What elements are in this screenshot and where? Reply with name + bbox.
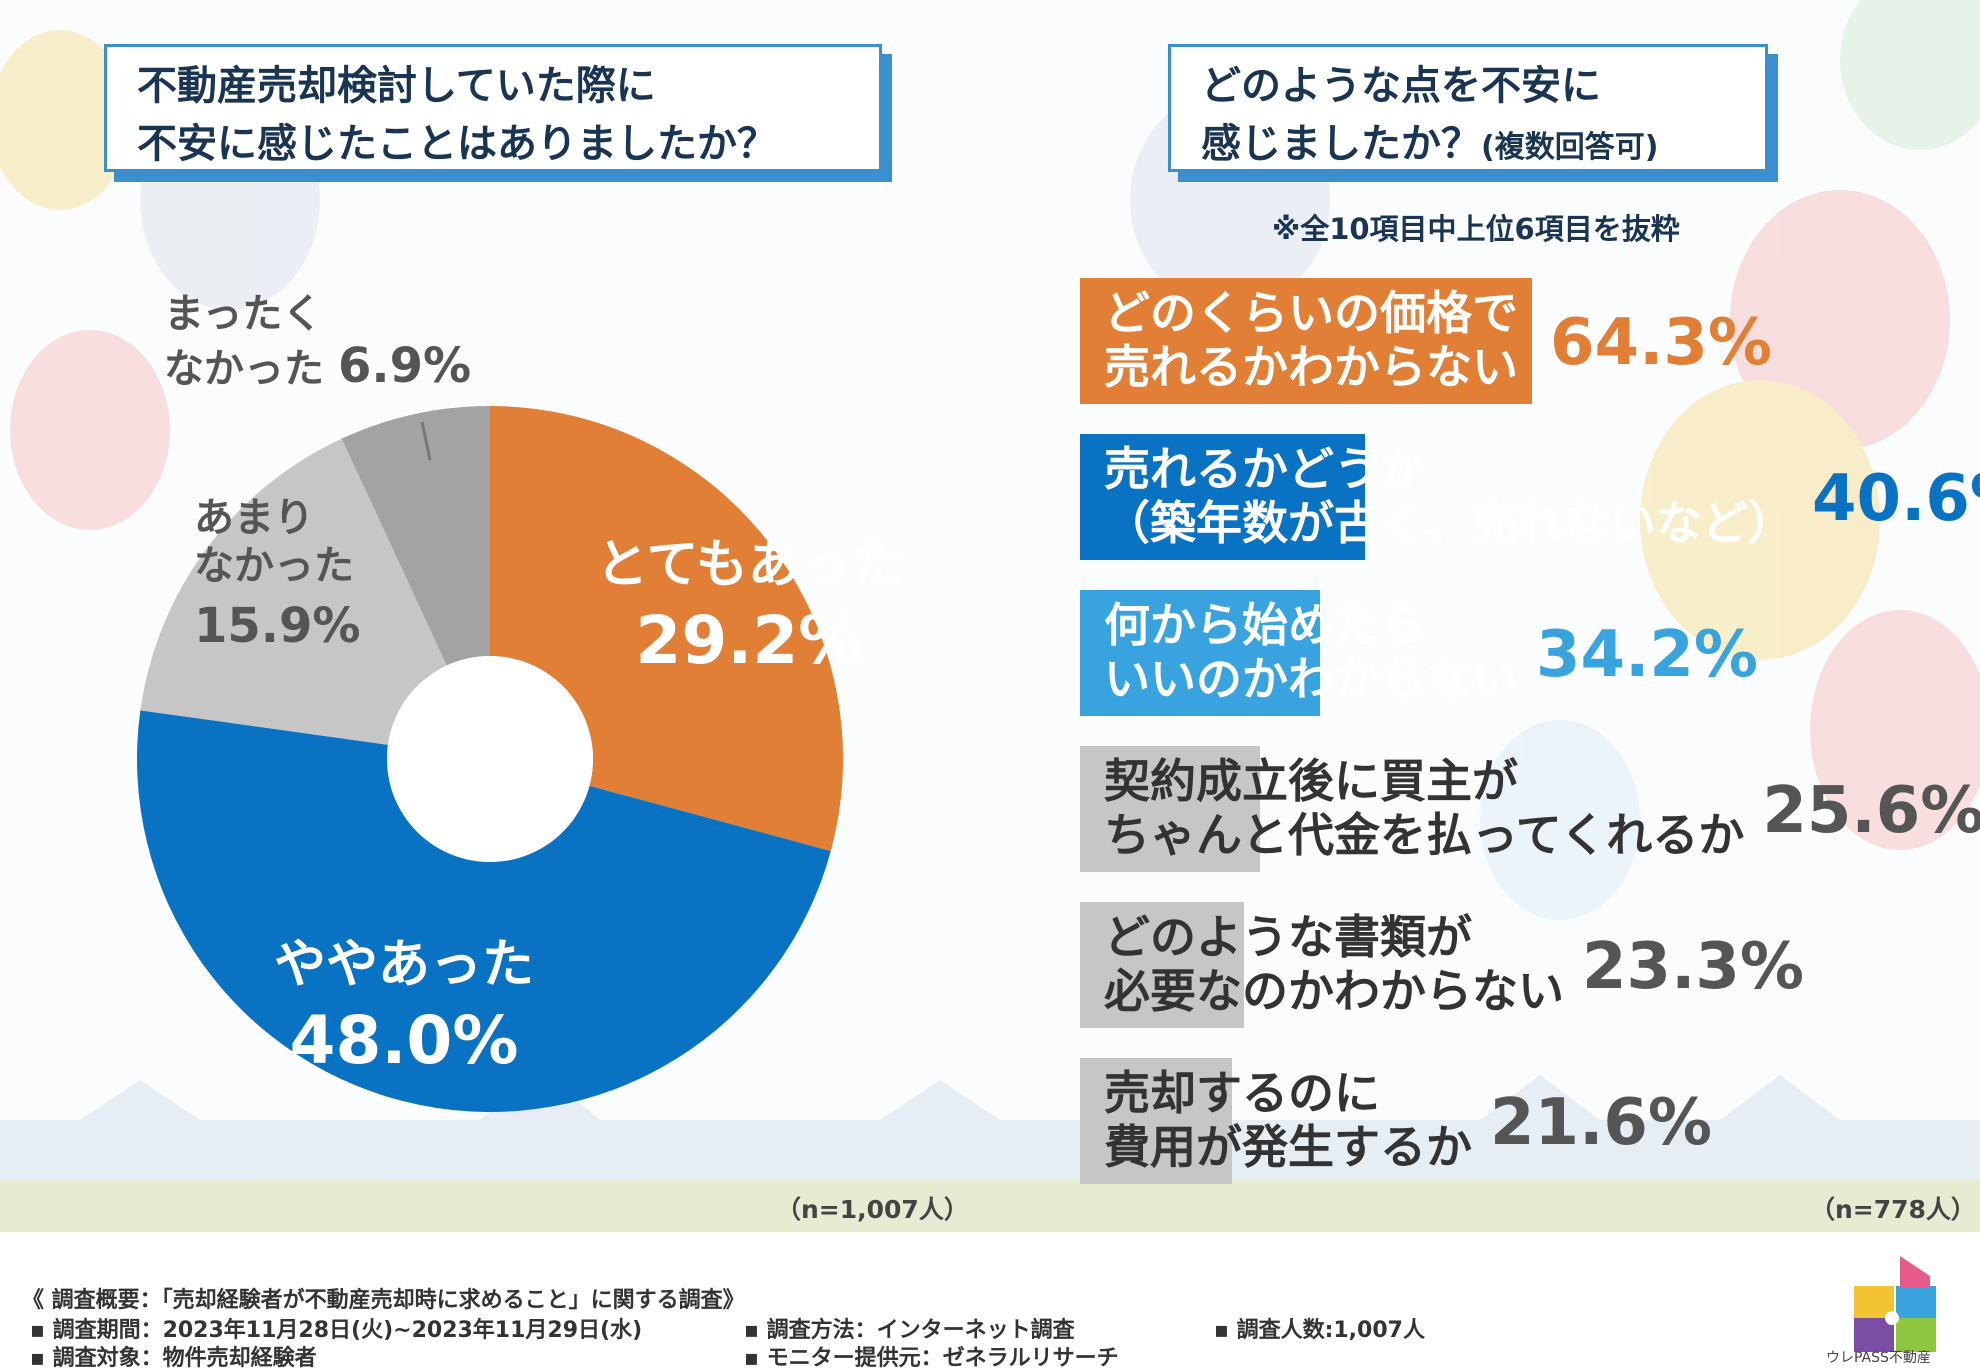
label-amari-pct: 15.9% [194,598,361,654]
donut-chart [136,406,843,1113]
bar-category-line-1: どのくらいの価格で [1104,286,1518,340]
label-totemo: とてもあった 29.2% [596,534,904,679]
label-amari-line2: なかった [194,543,354,589]
label-amari: あまり なかった 15.9% [194,494,361,654]
bar-category-line-2: （築年数が古く、売れないなど） [1104,496,1794,550]
left-title-line1: 不動産売却検討していた際に [137,63,656,109]
right-n-label: （n=778人） [1810,1195,1976,1224]
bar-category-line-1: 売却するのに [1104,1066,1380,1120]
bar-category-label: 売却するのに 費用が発生するか [1104,1066,1472,1174]
survey-period: ▪ 調査期間：2023年11月28日(火)~2023年11月29日(水) [30,1318,643,1343]
right-title-line2: 感じましたか？(複数回答可) [1201,115,1735,177]
bar-category-line-2: 必要なのかわからない [1104,964,1564,1018]
survey-heading: 《 調査概要：「売却経験者が不動産売却時に求めること」に関する調査》 [22,1288,745,1313]
bar-category-line-2: 費用が発生するか [1104,1120,1472,1174]
label-totemo-pct: 29.2% [635,602,865,680]
donut-hole [387,656,593,862]
donut-slice-mattaku [341,406,490,666]
bar-category-label: 何から始めたら いいのかわからない [1104,598,1518,706]
company-logo [1854,1256,1936,1352]
bar-fill [1080,434,1365,560]
bar-value-label: 40.6% [1812,462,1980,536]
label-yaya-text: ややあった [274,935,535,995]
bar-value-label: 23.3% [1582,930,1805,1004]
bar-category-line-2: ちゃんと代金を払ってくれるか [1104,808,1745,862]
bar-fill [1080,590,1320,716]
bar-fill [1080,278,1532,404]
right-title-line2-sub: (複数回答可) [1481,130,1659,165]
bar-value-label: 21.6% [1490,1086,1713,1160]
donut-slice-totemo [490,406,843,852]
bar-category-line-1: 売れるかどうか [1104,442,1426,496]
label-mattaku: まったく なかった 6.9% [164,290,471,396]
bar-category-label: どのくらいの価格で 売れるかわからない [1104,286,1518,394]
label-mattaku-line2: なかった [164,346,324,392]
bar-value-label: 64.3% [1550,306,1773,380]
logo-text: ウレPASS不動産 [1826,1350,1931,1366]
bar-category-label: 売れるかどうか （築年数が古く、売れないなど） [1104,442,1794,550]
bar-fill [1080,1058,1232,1184]
donut-slice-yaya [136,710,831,1113]
right-title-line1: どのような点を不安に [1201,63,1601,109]
left-question-title: 不動産売却検討していた際に 不安に感じたことはありましたか？ [104,44,882,172]
bar-category-line-2: いいのかわからない [1104,652,1518,706]
label-mattaku-line1: まったく [164,291,323,337]
bar-value-label: 34.2% [1536,618,1759,692]
donut-slice-amari [140,438,447,745]
right-question-title: どのような点を不安に 感じましたか？(複数回答可) [1168,44,1768,172]
bar-category-label: どのような書類が 必要なのかわからない [1104,910,1564,1018]
label-totemo-text: とてもあった [596,535,904,595]
mattaku-leader-line [420,421,432,461]
label-yaya: ややあった 48.0% [274,934,534,1079]
label-amari-line1: あまり [194,495,314,541]
bar-category-line-1: どのような書類が [1104,910,1472,964]
top6-note: ※全10項目中上位6項目を抜粋 [1272,212,1680,246]
label-mattaku-row2: なかった 6.9% [164,338,471,396]
survey-method: ▪ 調査方法：インターネット調査 [744,1318,1075,1343]
right-title-line2-main: 感じましたか？ [1201,121,1481,167]
bar-category-label: 契約成立後に買主が ちゃんと代金を払ってくれるか [1104,754,1744,862]
bar-category-line-2: 売れるかわからない [1104,340,1518,394]
bar-value-label: 25.6% [1762,774,1980,848]
survey-target: ▪ 調査対象：物件売却経験者 [30,1346,317,1371]
survey-provider: ▪ モニター提供元：ゼネラルリサーチ [744,1346,1119,1371]
bar-fill [1080,902,1244,1028]
survey-people: ▪ 調査人数:1,007人 [1214,1318,1425,1343]
label-mattaku-pct: 6.9% [338,338,472,394]
left-title-line2: 不安に感じたことはありましたか？ [137,121,777,167]
label-yaya-pct: 48.0% [289,1002,519,1080]
bar-category-line-1: 何から始めたら [1104,598,1426,652]
bar-category-line-1: 契約成立後に買主が [1104,754,1518,808]
left-n-label: （n=1,007人） [776,1195,969,1224]
bar-fill [1080,746,1260,872]
